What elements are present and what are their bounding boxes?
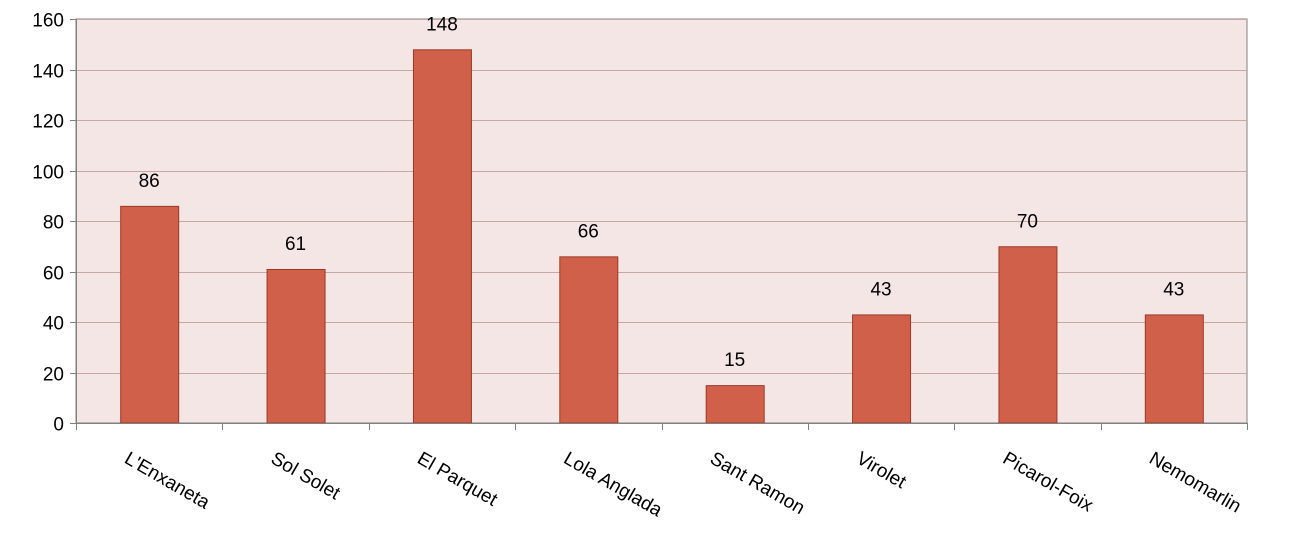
bar — [852, 314, 912, 424]
data-label: 70 — [1017, 211, 1038, 232]
x-tick-label: Nemomarlin — [1145, 448, 1244, 517]
x-tick-label: Sant Ramon — [706, 448, 808, 519]
y-tick-label: 100 — [32, 163, 64, 184]
x-tick-label: Virolet — [853, 448, 910, 493]
bar — [1144, 314, 1204, 424]
y-tick-label: 140 — [32, 62, 64, 83]
x-tick-label: Sol Solet — [267, 448, 344, 505]
bar — [705, 385, 765, 424]
bar — [266, 268, 326, 424]
bar — [412, 49, 472, 424]
data-label: 15 — [724, 350, 745, 371]
y-tick-label: 120 — [32, 112, 64, 133]
data-label: 86 — [139, 171, 160, 192]
x-tick-label: Lola Anglada — [560, 448, 666, 521]
x-tick-label: L'Enxaneta — [121, 448, 214, 514]
y-tick-label: 40 — [43, 314, 64, 335]
y-tick-label: 80 — [43, 213, 64, 234]
y-tick-label: 60 — [43, 264, 64, 285]
x-axis-ticks: L'Enxaneta Sol Solet El Parquet Lola Anglad… — [76, 423, 1248, 521]
y-axis-ticks: 0 20 40 60 80 100 120 140 160 — [32, 11, 76, 436]
bar — [998, 246, 1058, 424]
data-label: 43 — [870, 279, 891, 300]
data-label: 66 — [578, 221, 599, 242]
y-tick-label: 0 — [53, 415, 64, 436]
data-label: 148 — [426, 14, 458, 35]
bar — [120, 205, 180, 424]
x-tick-label: Picarol-Foix — [999, 448, 1097, 517]
y-tick-label: 160 — [32, 11, 64, 32]
bar — [559, 256, 619, 424]
x-tick-label: El Parquet — [413, 448, 501, 511]
bars — [120, 49, 1204, 424]
y-tick-label: 20 — [43, 365, 64, 386]
data-labels: 86 61 148 66 15 43 70 43 — [139, 14, 1185, 371]
axes — [76, 19, 1247, 424]
data-label: 43 — [1163, 279, 1184, 300]
data-label: 61 — [285, 234, 306, 255]
